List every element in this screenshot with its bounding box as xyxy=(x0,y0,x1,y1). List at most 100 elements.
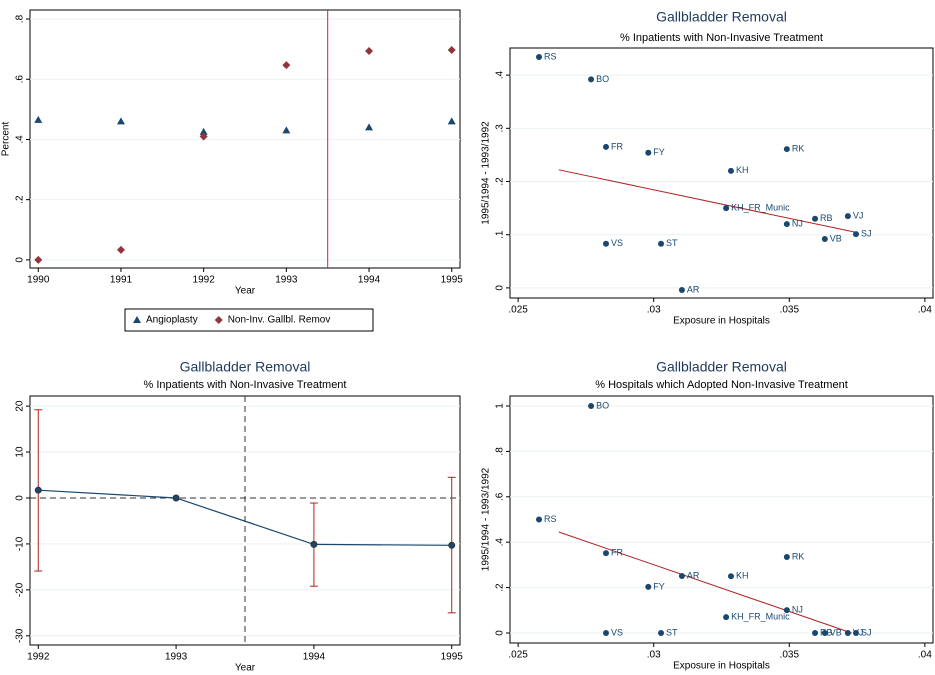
legend-label: Non-Inv. Gallbl. Remov xyxy=(228,315,331,326)
point xyxy=(282,126,291,134)
point xyxy=(723,205,730,212)
point xyxy=(199,127,208,135)
point-label: NJ xyxy=(792,218,803,228)
point xyxy=(783,146,790,153)
point-label: SJ xyxy=(861,229,872,239)
legend-marker xyxy=(133,316,141,323)
point xyxy=(678,287,685,294)
point xyxy=(821,630,828,637)
point-label: KH xyxy=(736,571,749,581)
point xyxy=(844,213,851,220)
point-label: FY xyxy=(653,581,665,591)
x-tick-label: 1993 xyxy=(165,652,188,663)
point xyxy=(645,583,652,590)
x-tick-label: 1995 xyxy=(441,275,464,286)
point xyxy=(34,486,42,494)
point-label: VS xyxy=(611,627,623,637)
y-tick-label: -20 xyxy=(15,582,26,597)
y-axis-label: 1995/1994 - 1993/1992 xyxy=(481,467,492,571)
point xyxy=(602,550,609,557)
point-label: VJ xyxy=(853,210,864,220)
legend-box xyxy=(124,308,374,332)
chart-title: Gallbladder Removal xyxy=(656,359,787,375)
point-label: ST xyxy=(666,627,678,637)
legend-marker xyxy=(214,316,223,324)
x-tick-label: .03 xyxy=(647,650,661,661)
point-label: BO xyxy=(596,74,609,84)
x-tick-label: 1990 xyxy=(27,275,50,286)
y-tick-label: .4 xyxy=(15,135,26,144)
y-tick-label: .1 xyxy=(495,230,506,239)
point-label: RK xyxy=(792,143,805,153)
point-label: AR xyxy=(687,284,700,294)
point xyxy=(34,255,43,264)
point xyxy=(727,573,734,580)
x-tick-label: .025 xyxy=(508,650,528,661)
y-tick-label: .8 xyxy=(495,447,506,456)
point-label: KH_FR_Munic xyxy=(731,202,790,212)
x-tick-label: 1993 xyxy=(275,275,298,286)
chart-subtitle: % Inpatients with Non-Invasive Treatment xyxy=(620,32,823,44)
y-tick-label: 0 xyxy=(495,630,506,636)
series-line xyxy=(38,489,452,546)
y-tick-label: -10 xyxy=(15,536,26,551)
point xyxy=(602,143,609,150)
point-label: AR xyxy=(687,570,700,580)
point-label: KH xyxy=(736,165,749,175)
point xyxy=(852,231,859,238)
x-tick-label: .025 xyxy=(508,305,528,316)
point xyxy=(588,402,595,409)
y-tick-label: 1 xyxy=(495,403,506,409)
x-tick-label: .04 xyxy=(918,650,932,661)
point-label: BO xyxy=(596,400,609,410)
point xyxy=(658,630,665,637)
y-tick-label: .2 xyxy=(495,177,506,186)
point xyxy=(658,240,665,247)
chart-subtitle: % Inpatients with Non-Invasive Treatment xyxy=(144,379,347,391)
y-tick-label: .6 xyxy=(15,75,26,84)
point xyxy=(678,573,685,580)
point xyxy=(199,132,208,141)
point-label: ST xyxy=(666,238,678,248)
point xyxy=(812,215,819,222)
fit-line xyxy=(558,531,852,634)
y-tick-label: .6 xyxy=(495,492,506,501)
y-tick-label: -30 xyxy=(15,628,26,643)
point-label: RK xyxy=(792,551,805,561)
point xyxy=(812,630,819,637)
y-tick-label: 0 xyxy=(15,257,26,263)
point xyxy=(310,540,318,548)
point xyxy=(844,630,851,637)
point-label: RS xyxy=(544,514,557,524)
plot-frame xyxy=(509,395,934,644)
x-axis-label: Year xyxy=(235,663,256,674)
point xyxy=(602,240,609,247)
x-tick-label: .035 xyxy=(780,305,800,316)
point xyxy=(172,494,180,502)
y-tick-label: 20 xyxy=(15,400,26,412)
y-tick-label: .8 xyxy=(15,14,26,23)
point-label: VB xyxy=(830,627,842,637)
point-label: RB xyxy=(820,213,833,223)
y-tick-label: .4 xyxy=(495,71,506,80)
point-label: VS xyxy=(611,238,623,248)
point xyxy=(365,46,374,55)
fit-line xyxy=(558,169,855,233)
x-tick-label: .035 xyxy=(780,650,800,661)
point xyxy=(602,630,609,637)
point xyxy=(727,167,734,174)
point xyxy=(447,46,456,55)
y-tick-label: .2 xyxy=(15,195,26,204)
y-tick-label: .2 xyxy=(495,583,506,592)
x-tick-label: 1992 xyxy=(193,275,216,286)
x-tick-label: 1992 xyxy=(27,652,50,663)
point xyxy=(783,607,790,614)
y-tick-label: .4 xyxy=(495,538,506,547)
y-tick-label: 10 xyxy=(15,446,26,458)
point xyxy=(783,221,790,228)
point xyxy=(723,614,730,621)
point-label: FR xyxy=(611,547,623,557)
point xyxy=(783,553,790,560)
x-tick-label: .04 xyxy=(918,305,932,316)
